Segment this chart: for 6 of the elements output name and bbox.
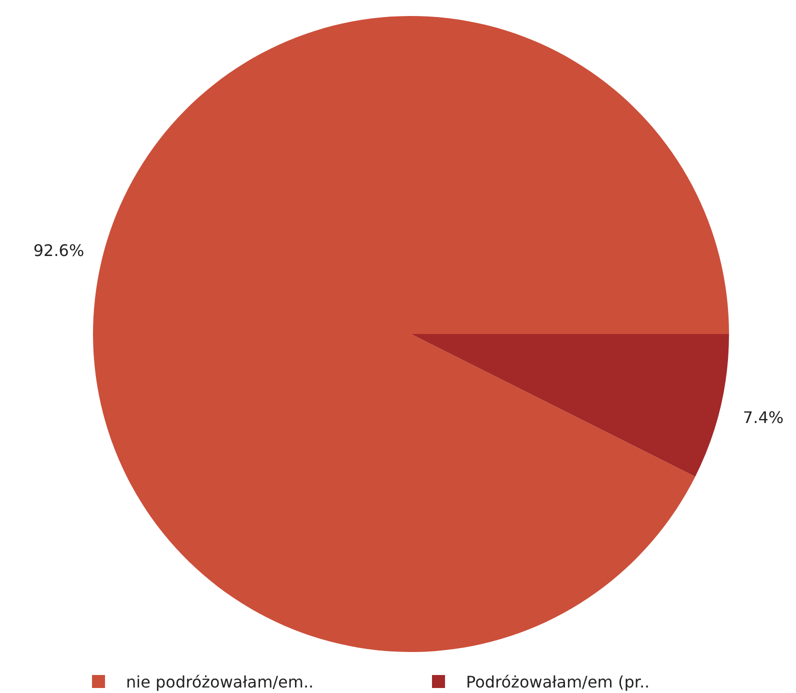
pie-slice	[411, 334, 729, 477]
data-label: 7.4%	[742, 408, 784, 427]
legend-label: Podróżowałam/em (pr..	[466, 672, 650, 692]
legend-label: nie podróżowałam/em..	[126, 672, 314, 692]
pie-slice	[93, 16, 729, 652]
data-label: 92.6%	[33, 241, 84, 260]
